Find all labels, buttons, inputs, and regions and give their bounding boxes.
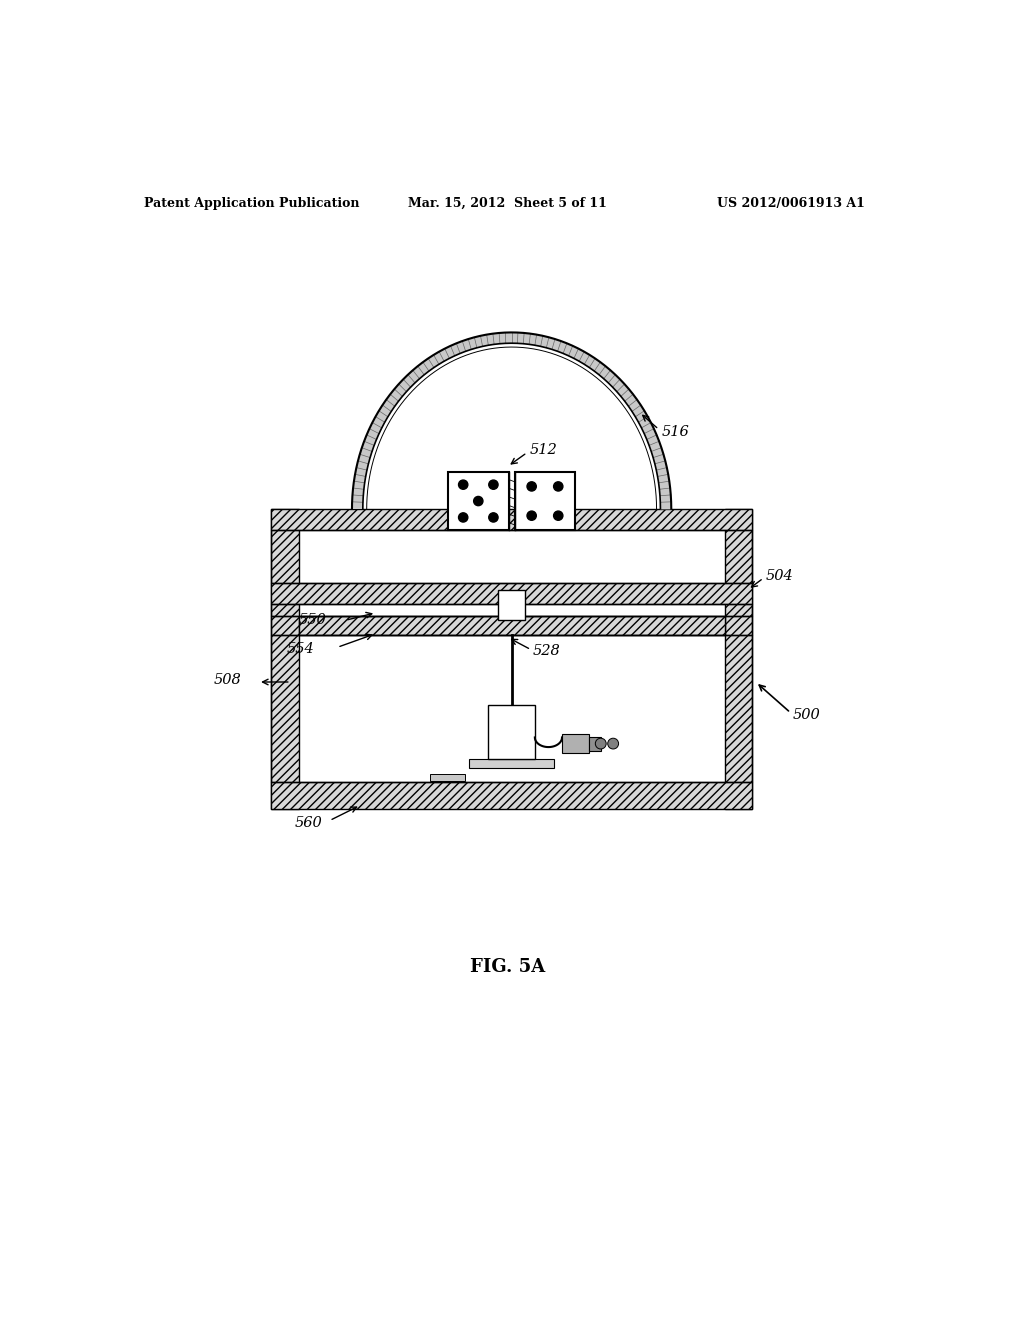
Polygon shape bbox=[352, 333, 672, 508]
Bar bbox=[299, 615, 725, 635]
Circle shape bbox=[488, 480, 498, 490]
Text: US 2012/0061913 A1: US 2012/0061913 A1 bbox=[717, 197, 864, 210]
Bar bbox=[499, 590, 524, 619]
Circle shape bbox=[554, 511, 563, 520]
Circle shape bbox=[595, 738, 606, 748]
Bar bbox=[271, 582, 752, 605]
Bar bbox=[271, 508, 299, 809]
Circle shape bbox=[527, 511, 537, 520]
Bar bbox=[271, 605, 752, 615]
Text: Patent Application Publication: Patent Application Publication bbox=[144, 197, 359, 210]
Bar bbox=[469, 759, 554, 768]
Bar bbox=[488, 705, 535, 759]
Circle shape bbox=[527, 482, 537, 491]
Bar bbox=[271, 531, 752, 582]
Text: 500: 500 bbox=[793, 708, 820, 722]
Text: 528: 528 bbox=[532, 644, 560, 659]
Circle shape bbox=[474, 496, 483, 506]
Bar bbox=[271, 781, 752, 809]
Bar bbox=[589, 737, 601, 751]
Bar bbox=[299, 531, 725, 781]
Bar bbox=[515, 471, 575, 531]
Text: FIG. 5A: FIG. 5A bbox=[470, 958, 546, 975]
Bar bbox=[271, 635, 752, 781]
Text: 560: 560 bbox=[295, 816, 323, 830]
Bar bbox=[271, 508, 752, 531]
Text: 504: 504 bbox=[766, 569, 794, 582]
Bar bbox=[299, 531, 725, 582]
Bar bbox=[299, 605, 725, 615]
Text: 554: 554 bbox=[287, 642, 314, 656]
Circle shape bbox=[459, 512, 468, 521]
Bar bbox=[430, 775, 465, 780]
Circle shape bbox=[459, 480, 468, 490]
Bar bbox=[299, 635, 725, 781]
Text: 550: 550 bbox=[299, 614, 327, 627]
Text: 516: 516 bbox=[662, 425, 689, 438]
Text: Mar. 15, 2012  Sheet 5 of 11: Mar. 15, 2012 Sheet 5 of 11 bbox=[409, 197, 607, 210]
Bar bbox=[725, 508, 752, 809]
Circle shape bbox=[488, 512, 498, 521]
Bar bbox=[271, 615, 752, 635]
Text: 508: 508 bbox=[213, 673, 241, 688]
Bar bbox=[562, 734, 589, 752]
Circle shape bbox=[607, 738, 618, 748]
Bar bbox=[449, 471, 509, 531]
Text: 512: 512 bbox=[529, 444, 557, 457]
Circle shape bbox=[554, 482, 563, 491]
